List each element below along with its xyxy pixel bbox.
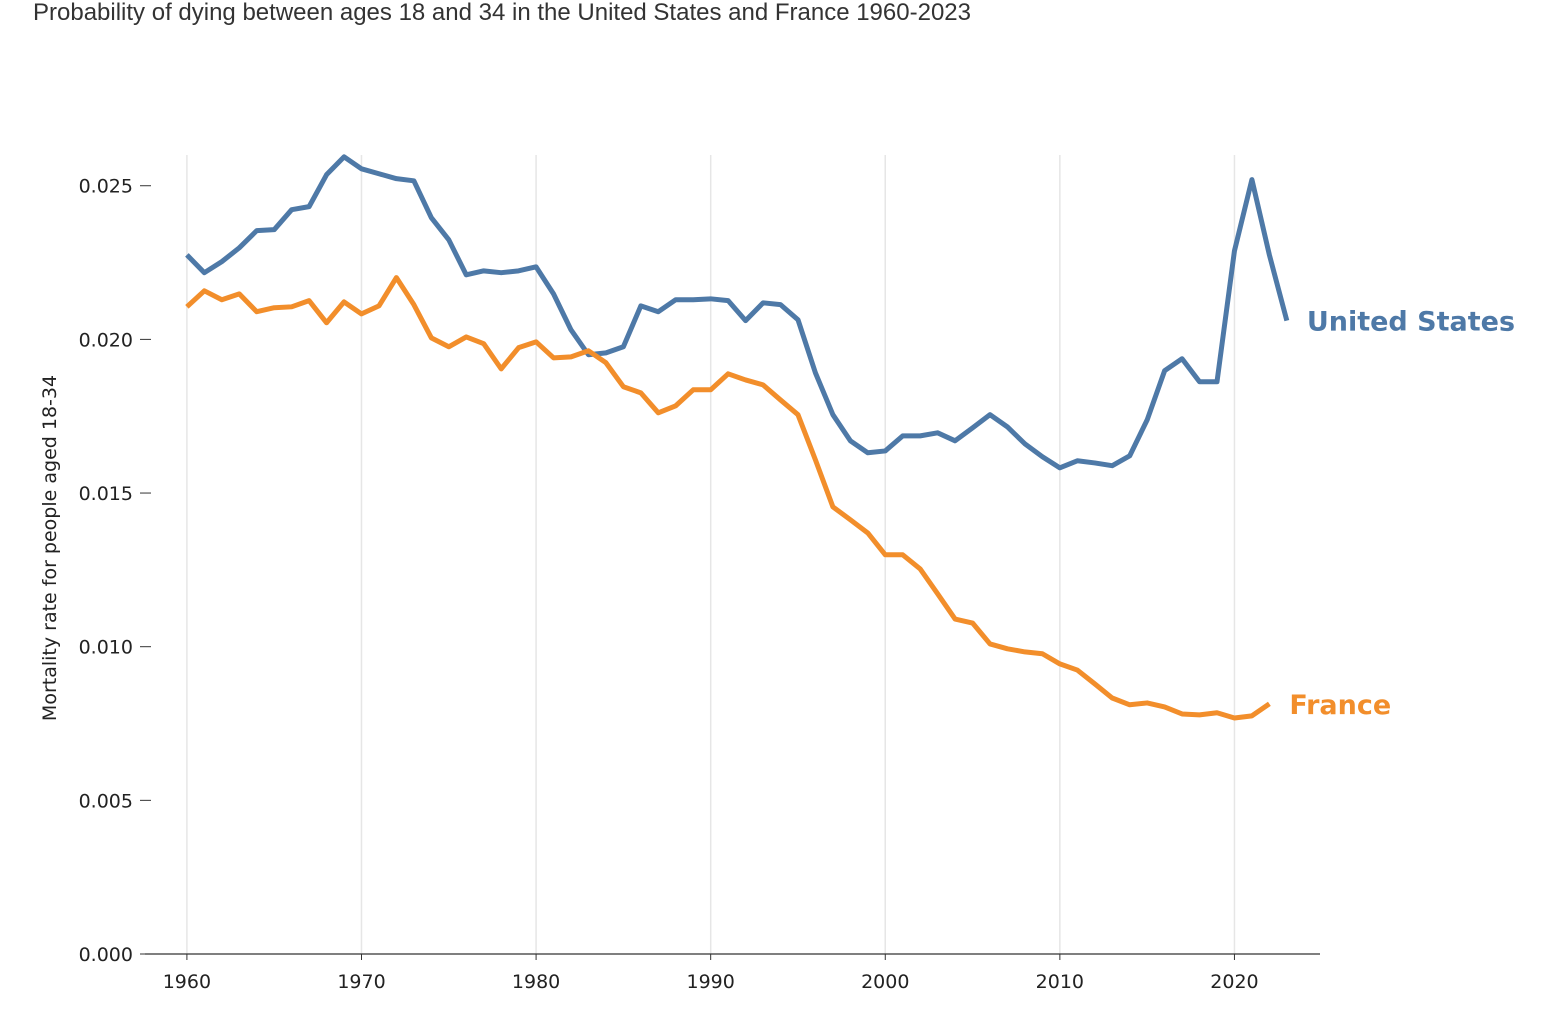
series-line (185, 154, 1290, 471)
x-tick-label: 2010 (1036, 971, 1084, 993)
series-label: France (1289, 690, 1391, 721)
y-tick-label: 0.015 (79, 483, 133, 505)
x-tick-label: 1990 (686, 971, 734, 993)
x-tick-label: 1970 (337, 971, 385, 993)
series-line (185, 275, 1271, 721)
x-tick-label: 2020 (1210, 971, 1258, 993)
y-axis-label: Mortality rate for people aged 18-34 (39, 375, 61, 721)
series-label: United States (1307, 307, 1515, 338)
y-tick-label: 0.020 (79, 329, 133, 351)
x-tick-label: 2000 (861, 971, 909, 993)
y-tick-label: 0.010 (79, 637, 133, 659)
y-tick-label: 0.005 (79, 790, 133, 812)
chart-title: Probability of dying between ages 18 and… (33, 0, 971, 26)
y-tick-label: 0.000 (79, 944, 133, 966)
x-tick-label: 1960 (163, 971, 211, 993)
y-tick-label: 0.025 (79, 176, 133, 198)
x-tick-label: 1980 (512, 971, 560, 993)
